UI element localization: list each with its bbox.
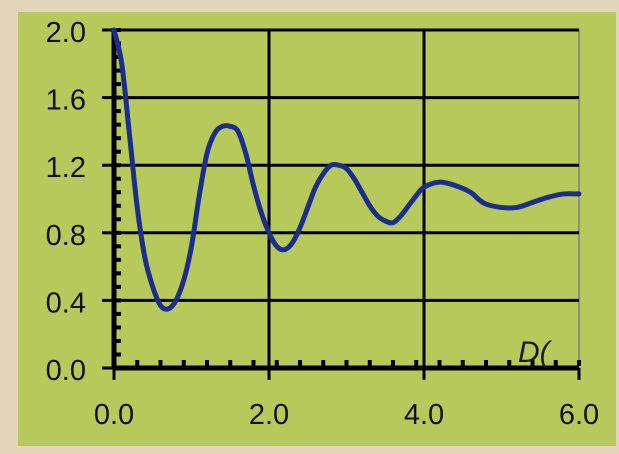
- y-minor-tick: [115, 95, 121, 100]
- y-minor-tick: [115, 163, 121, 168]
- y-tick-label: 0.0: [46, 355, 86, 387]
- x-minor-tick: [205, 360, 209, 366]
- y-tick-label: 1.6: [46, 85, 86, 117]
- axis-layer: [111, 28, 579, 371]
- y-minor-tick: [115, 122, 121, 127]
- y-minor-tick: [115, 338, 121, 343]
- y-minor-tick: [115, 55, 121, 60]
- y-minor-tick: [115, 298, 121, 303]
- y-minor-tick: [115, 366, 121, 370]
- y-minor-tick: [115, 176, 121, 181]
- series-line: [111, 27, 582, 312]
- x-minor-tick: [298, 360, 302, 366]
- y-minor-tick: [115, 217, 121, 222]
- x-minor-tick: [577, 360, 581, 366]
- tick-layer: [102, 28, 581, 380]
- y-minor-tick: [115, 244, 121, 249]
- y-minor-tick: [115, 68, 121, 73]
- y-tick-label: 0.4: [46, 287, 86, 319]
- y-minor-tick: [115, 82, 121, 87]
- y-minor-tick: [115, 257, 121, 262]
- x-tick-label: 0.0: [94, 399, 134, 431]
- series-layer: [111, 27, 582, 312]
- y-tick-label: 2.0: [46, 17, 86, 49]
- x-minor-tick: [181, 360, 186, 366]
- x-minor-tick: [414, 360, 419, 366]
- x-minor-tick: [344, 360, 349, 366]
- x-minor-tick: [158, 360, 163, 366]
- y-minor-tick: [115, 149, 121, 154]
- x-minor-tick: [437, 360, 442, 366]
- x-minor-tick: [484, 360, 488, 366]
- y-minor-tick: [115, 284, 121, 289]
- y-minor-tick: [115, 271, 121, 276]
- y-minor-tick: [115, 230, 121, 235]
- y-minor-tick: [115, 109, 121, 114]
- y-minor-tick: [115, 352, 121, 357]
- y-minor-tick: [115, 311, 121, 316]
- x-axis-title: D(: [518, 336, 553, 369]
- x-minor-tick: [112, 360, 116, 366]
- x-minor-tick: [251, 360, 256, 366]
- label-layer: 0.0 0.4 0.8 1.2 1.6 2.0 0.0 2.0 4.0 6.0: [46, 17, 599, 431]
- y-minor-tick: [115, 136, 121, 141]
- x-minor-tick: [321, 360, 326, 366]
- y-minor-tick: [115, 190, 121, 195]
- x-tick-label: 6.0: [559, 399, 599, 431]
- x-minor-tick: [135, 360, 140, 366]
- x-minor-tick: [391, 360, 395, 366]
- plot-background: [18, 12, 616, 446]
- x-tick-label: 4.0: [404, 399, 444, 431]
- x-minor-tick: [367, 360, 372, 366]
- x-minor-tick: [553, 360, 558, 366]
- y-minor-tick: [115, 325, 121, 330]
- y-tick-label: 0.8: [46, 220, 86, 252]
- y-minor-tick: [115, 28, 121, 32]
- y-tick-label: 1.2: [46, 152, 86, 184]
- x-minor-tick: [507, 360, 512, 366]
- x-minor-tick: [530, 360, 535, 366]
- x-minor-tick: [460, 360, 465, 366]
- y-minor-tick: [115, 203, 121, 208]
- x-minor-tick: [228, 360, 233, 366]
- x-minor-tick: [274, 360, 279, 366]
- x-tick-label: 2.0: [249, 399, 289, 431]
